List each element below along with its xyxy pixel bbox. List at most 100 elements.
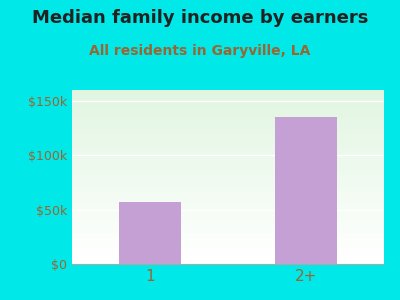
Bar [72,179,384,181]
Bar [72,245,384,247]
Bar [72,99,384,100]
Bar [72,118,384,120]
Bar [72,193,384,194]
Bar [72,181,384,182]
Bar [72,140,384,142]
Bar [72,182,384,184]
Bar [72,234,384,236]
Bar [72,226,384,227]
Bar [72,130,384,132]
Bar [72,94,384,95]
Bar [72,177,384,179]
Bar [72,158,384,160]
Bar [72,134,384,135]
Bar [72,217,384,219]
Bar [72,160,384,161]
Bar [72,233,384,234]
Bar [72,135,384,137]
Bar [72,92,384,94]
Bar [72,248,384,250]
Bar [72,212,384,214]
Bar [72,90,384,92]
Bar [72,188,384,189]
Bar [72,222,384,224]
Bar [72,215,384,217]
Bar [72,194,384,196]
Bar [72,125,384,127]
Bar [72,132,384,134]
Bar [72,163,384,165]
Bar [72,236,384,238]
Bar [72,191,384,193]
Bar [72,173,384,175]
Bar [72,224,384,226]
Bar [72,109,384,111]
Bar [72,207,384,208]
Bar [72,260,384,262]
Bar [72,254,384,255]
Bar [72,147,384,149]
Bar [72,189,384,191]
Bar [72,97,384,99]
Bar [72,257,384,259]
Bar [72,247,384,248]
Bar [72,201,384,203]
Bar [275,117,337,264]
Bar [72,186,384,188]
Bar [72,111,384,112]
Bar [72,220,384,222]
Bar [72,172,384,173]
Bar [72,165,384,167]
Bar [72,107,384,109]
Bar [72,252,384,254]
Bar [72,161,384,163]
Bar [72,102,384,104]
Text: Median family income by earners: Median family income by earners [32,9,368,27]
Bar [72,139,384,140]
Bar [72,238,384,240]
Bar [72,170,384,172]
Bar [72,175,384,177]
Bar [72,116,384,118]
Bar [72,240,384,242]
Bar [72,262,384,264]
Bar [72,200,384,201]
Bar [72,250,384,252]
Bar [72,242,384,243]
Bar [72,167,384,168]
Bar [72,100,384,102]
Bar [72,231,384,233]
Bar [72,156,384,158]
Bar [72,168,384,170]
Bar [72,142,384,144]
Bar [72,210,384,212]
Bar [72,106,384,107]
Bar [72,203,384,205]
Bar [72,214,384,215]
Bar [72,219,384,220]
Bar [72,144,384,146]
Bar [72,151,384,153]
Bar [72,198,384,200]
Text: All residents in Garyville, LA: All residents in Garyville, LA [89,44,311,58]
Bar [72,243,384,245]
Bar [72,146,384,147]
Bar [72,255,384,257]
Bar [72,153,384,154]
Bar [72,259,384,260]
Bar [72,123,384,125]
Bar [72,127,384,128]
Bar [72,112,384,114]
Bar [72,114,384,116]
Bar [72,229,384,231]
Bar [72,120,384,121]
Bar [72,205,384,207]
Bar [72,104,384,106]
Bar [72,121,384,123]
Bar [72,137,384,139]
Bar [72,208,384,210]
Bar [72,128,384,130]
Bar [119,202,181,264]
Bar [72,95,384,97]
Bar [72,149,384,151]
